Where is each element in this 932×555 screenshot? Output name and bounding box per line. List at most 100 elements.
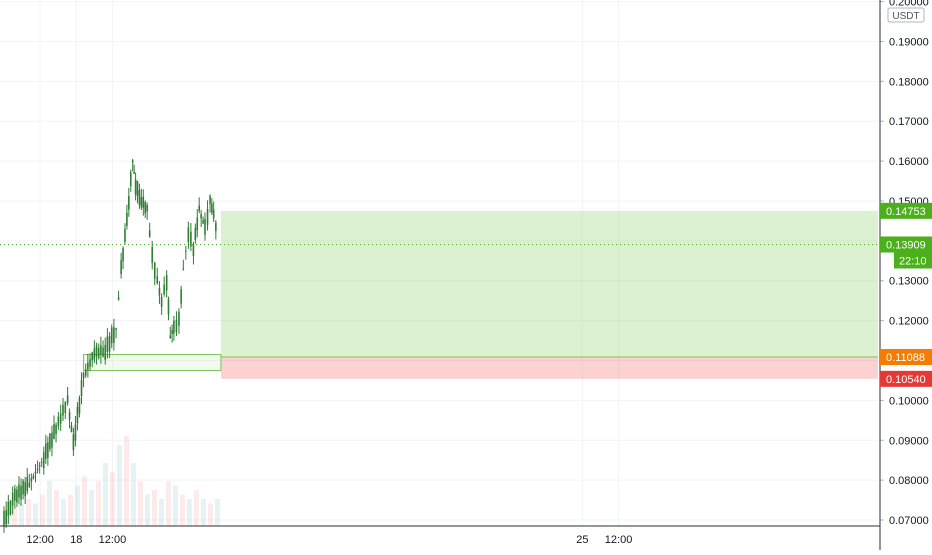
volume-bar [116,445,122,526]
candle-body [64,401,67,413]
candle-body [202,219,204,224]
price-tick-label: 0.12000 [889,316,929,328]
candle-body [80,380,83,396]
candle-body [156,276,159,284]
candle-body [59,413,62,424]
candle-body [9,500,12,515]
time-tick-label: 12:00 [605,534,633,546]
volume-bar [46,481,52,526]
volume-bar [39,494,45,526]
entry-price-label-bg [880,348,932,365]
price-tick-label: 0.20000 [889,0,929,9]
candle-body [163,284,165,295]
candle-body [82,372,85,379]
candle-body [76,407,79,424]
candle-body [7,501,10,516]
price-axis[interactable]: 0.070000.080000.090000.100000.110000.120… [879,0,929,550]
candle-body [215,222,217,231]
candle-body [74,424,77,441]
volume-bar [158,499,164,526]
candle-body [211,203,213,213]
volume-bar [18,503,24,526]
candle-body [146,204,148,212]
candle-body [36,468,39,471]
volume-bar [144,494,150,526]
candle-body [18,484,20,498]
candle-body [194,228,197,241]
volume-bar [74,485,80,526]
price-tick-label: 0.19000 [889,36,929,48]
candle-body [11,492,14,506]
time-tick-label: 12:00 [99,534,127,546]
candle-body [204,218,206,235]
candle-body [185,250,187,252]
candle-body [158,287,161,296]
candle-body [192,244,195,257]
candle-body [40,461,43,463]
candle-body [180,289,182,304]
price-tick-label: 0.17000 [889,116,929,128]
volume-bar [5,512,10,526]
candle-body [51,432,53,448]
volume-bar [172,485,178,526]
candle-body [178,311,180,326]
candle-body [113,327,115,343]
volume-bar [11,508,17,526]
target-zone [220,210,878,357]
candle-body [122,247,124,262]
candle-body [49,433,51,449]
countdown-bg [894,252,932,269]
candle-body [68,412,71,420]
target-price-label-bg [880,202,932,219]
candle-body [100,345,102,355]
candle-body [91,352,94,361]
countdown-label: 22:10 [899,255,927,267]
candle-body [190,231,192,247]
candle-body [108,335,111,352]
volume-bar [95,481,101,526]
candle-body [136,180,139,197]
candle-body [87,362,89,370]
candle-body [78,397,81,414]
candle-body [212,209,215,219]
candle-body [26,476,29,492]
position-zones[interactable] [0,210,878,379]
candle-body [89,359,91,367]
volume-bar [60,499,66,526]
candle-body [110,327,113,344]
time-tick-label: 18 [70,534,82,546]
candle-body [173,320,175,334]
candle-body [148,230,151,237]
volume-bar [200,499,206,526]
candle-body [28,482,31,487]
candle-body [140,197,143,208]
volume-bar [186,499,192,526]
price-tick-label: 0.18000 [889,76,929,88]
candle-body [142,196,145,208]
candle-body [42,452,45,469]
candle-body [200,213,202,219]
candle-body [45,443,47,460]
candle-body [128,195,130,210]
price-labels: 0.14753 0.13909 0.11088 0.10540 22:10 [880,202,932,387]
candle-body [144,202,147,214]
time-tick-label: 25 [576,534,588,546]
candle-body [126,212,128,226]
candle-body [151,246,154,263]
volume-bar [130,463,136,526]
candle-body [3,510,5,526]
target-price-label: 0.14753 [886,206,926,218]
volume-bar [137,481,143,526]
candle-body [97,347,100,359]
stop-zone [220,356,878,379]
candle-body [134,179,137,195]
candle-body [133,171,135,174]
candle-body [124,228,126,242]
volume-bar [179,494,185,526]
volume-bar [109,472,115,526]
volume-bar [81,476,87,526]
candle-body [120,260,122,274]
